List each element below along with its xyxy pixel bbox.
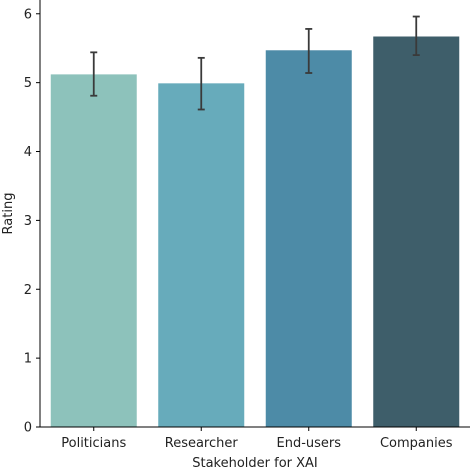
y-axis-title: Rating [1, 193, 16, 235]
y-tick-label: 0 [24, 421, 32, 436]
x-tick-label: End-users [276, 436, 341, 451]
y-tick-label: 3 [24, 214, 32, 229]
y-axis-ticks: 0 1 2 3 4 5 6 [24, 7, 40, 436]
y-tick-label: 5 [24, 76, 32, 91]
x-axis-title: Stakeholder for XAI [192, 456, 318, 470]
y-tick-label: 4 [24, 145, 32, 160]
error-bars-group [90, 15, 420, 111]
bar-researcher [158, 83, 245, 428]
x-axis-ticks: Politicians Researcher End-users Companies [61, 427, 453, 451]
bar-politicians [50, 74, 137, 427]
x-tick-label: Politicians [61, 436, 126, 451]
x-tick-label: Companies [380, 436, 453, 451]
bar-end-users [265, 50, 352, 427]
y-tick-label: 2 [24, 283, 32, 298]
bars-group [50, 36, 460, 428]
bar-companies [373, 36, 460, 427]
x-tick-label: Researcher [165, 436, 239, 451]
y-tick-label: 6 [24, 7, 32, 22]
y-tick-label: 1 [24, 352, 32, 367]
